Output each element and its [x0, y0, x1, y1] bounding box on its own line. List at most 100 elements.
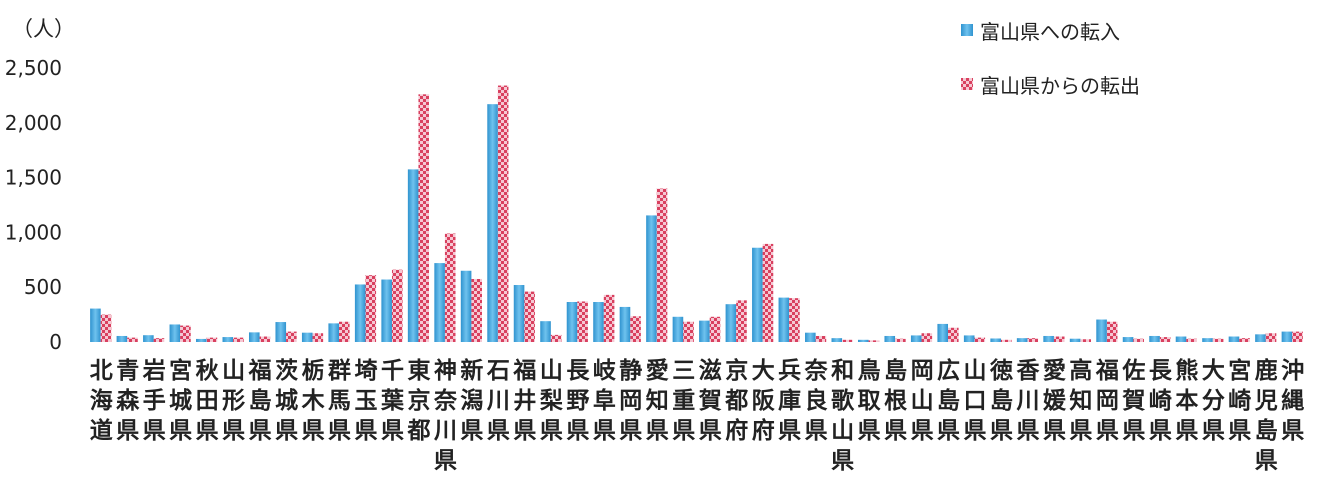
bar-inflow: [540, 321, 551, 342]
bar-inflow: [1043, 335, 1054, 342]
bar-outflow: [1133, 338, 1144, 342]
bar-outflow: [1080, 339, 1091, 342]
bar-inflow: [381, 279, 392, 342]
bar-outflow: [365, 275, 377, 342]
bar-outflow: [444, 233, 456, 342]
legend-swatch-inflow: [961, 24, 973, 36]
bar-inflow: [1149, 335, 1160, 342]
x-tick-label: 福井県: [512, 358, 536, 444]
x-tick-label: 滋賀県: [698, 357, 722, 444]
x-tick-label: 栃木県: [301, 358, 325, 444]
bar-outflow: [391, 269, 403, 342]
bar-outflow: [286, 331, 297, 342]
bar-outflow: [577, 301, 588, 342]
y-tick-label: 2,500: [5, 56, 62, 80]
bar-inflow: [275, 322, 287, 342]
bar-outflow: [895, 338, 906, 342]
x-tick-label: 高知県: [1069, 357, 1092, 444]
bar-outflow: [127, 337, 138, 342]
x-tick-label: 熊本県: [1175, 357, 1198, 444]
bar-outflow: [1159, 337, 1171, 342]
bar-outflow: [233, 337, 244, 342]
bar-inflow: [1069, 338, 1081, 342]
x-tick-label: 山形県: [222, 358, 245, 444]
bar-inflow: [90, 308, 101, 342]
bar-inflow: [593, 302, 604, 342]
bar-outflow: [418, 94, 430, 342]
bar-inflow: [116, 335, 128, 342]
bar-inflow: [1255, 334, 1266, 342]
x-tick-label: 三重県: [672, 358, 695, 444]
bar-outflow: [312, 333, 324, 342]
bar-outflow: [789, 298, 800, 342]
y-tick-label: 1,500: [5, 166, 62, 190]
x-tick-label: 青森県: [116, 358, 140, 444]
x-tick-label: 鹿児島県: [1254, 357, 1278, 474]
legend-swatch-outflow: [961, 78, 973, 90]
bar-inflow: [699, 320, 710, 342]
bar-outflow: [736, 300, 747, 342]
bar-outflow: [497, 85, 509, 342]
bar-outflow: [1292, 331, 1303, 342]
bar-outflow: [524, 291, 535, 342]
x-tick-label: 新潟県: [460, 357, 483, 444]
bar-inflow: [725, 304, 737, 342]
bar-inflow: [752, 247, 763, 342]
x-tick-label: 宮崎県: [1228, 357, 1251, 444]
x-tick-label: 岩手県: [142, 358, 166, 444]
x-tick-label: 茨城県: [275, 358, 298, 444]
bar-outflow: [1265, 333, 1277, 342]
bar-inflow: [248, 332, 260, 342]
bar-outflow: [683, 321, 694, 342]
bar-inflow: [1228, 336, 1240, 342]
bar-outflow: [259, 336, 271, 342]
bar-inflow: [169, 324, 181, 342]
x-tick-label: 神奈川県: [433, 357, 458, 474]
bar-outflow: [656, 188, 668, 342]
y-axis-unit-label: （人）: [12, 17, 75, 41]
bar-inflow: [222, 337, 234, 342]
bar-inflow: [301, 332, 313, 342]
bar-outflow: [1106, 321, 1118, 342]
x-tick-label: 沖縄県: [1281, 358, 1304, 444]
bar-inflow: [1122, 337, 1134, 342]
bar-inflow: [460, 270, 472, 342]
bar-inflow: [407, 169, 419, 342]
x-tick-label: 福岡県: [1095, 358, 1119, 444]
bar-outflow: [762, 243, 774, 342]
x-tick-label: 佐賀県: [1121, 358, 1145, 444]
bar-outflow: [1000, 339, 1012, 342]
bar-inflow: [884, 335, 896, 342]
bar-inflow: [805, 332, 816, 342]
x-tick-label: 山口県: [964, 358, 987, 444]
bar-inflow: [1281, 331, 1293, 342]
legend-label-inflow: 富山県への転入: [980, 20, 1120, 44]
x-tick-label: 島根県: [884, 357, 907, 444]
bar-outflow: [1027, 338, 1039, 342]
bar-inflow: [778, 297, 790, 342]
legend-label-outflow: 富山県からの転出: [980, 74, 1140, 98]
bar-outflow: [1212, 338, 1224, 342]
x-tick-label: 北海道: [90, 358, 113, 444]
bar-outflow: [550, 334, 562, 342]
x-tick-label: 京都府: [724, 357, 748, 444]
x-tick-label: 長崎県: [1149, 358, 1173, 444]
y-tick-label: 500: [24, 275, 62, 299]
bar-inflow: [196, 338, 207, 342]
bar-outflow: [842, 339, 853, 342]
bar-outflow: [921, 333, 933, 342]
bar-outflow: [630, 316, 641, 342]
bar-inflow: [1016, 338, 1028, 342]
x-tick-label: 和歌山県: [831, 358, 855, 474]
y-tick-label: 0: [49, 330, 62, 354]
bar-outflow: [471, 278, 482, 342]
bar-outflow: [1239, 338, 1250, 342]
bar-inflow: [328, 323, 340, 342]
bar-outflow: [815, 335, 827, 342]
x-tick-label: 埼玉県: [355, 358, 378, 444]
x-tick-label: 群馬県: [327, 357, 351, 444]
bar-outflow: [1186, 338, 1197, 342]
x-tick-label: 山梨県: [540, 358, 563, 444]
y-tick-label: 1,000: [5, 220, 62, 244]
